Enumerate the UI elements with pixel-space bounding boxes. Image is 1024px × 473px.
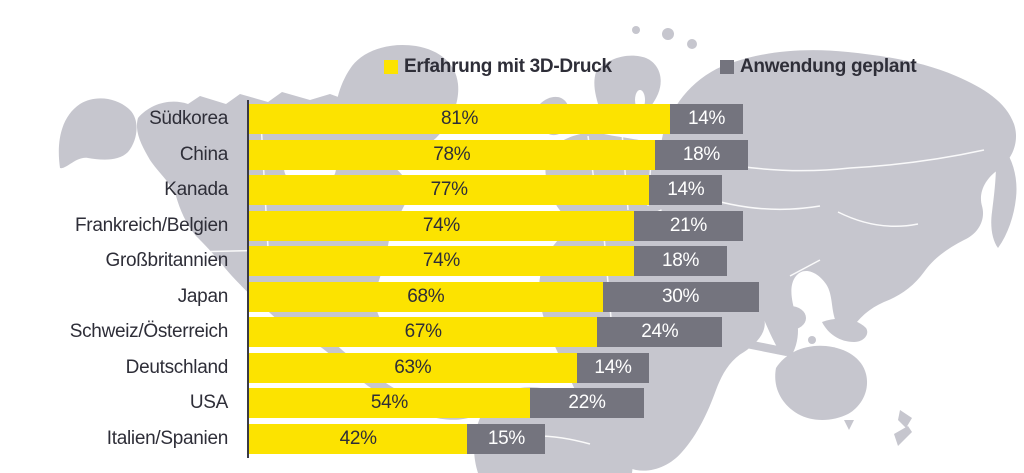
bar-track: 81% 14% [238,104,743,134]
planned-value-label: 15% [487,427,525,449]
planned-bar-segment: 30% [602,281,759,312]
planned-value-label: 14% [688,108,726,129]
legend-item-planned: Anwendung geplant [720,56,917,77]
planned-bar-segment: 22% [529,388,645,418]
legend-swatch-yellow [384,60,398,74]
map-new-zealand [894,410,912,446]
planned-value-label: 21% [669,214,707,236]
bar-track: 63% 14% [238,352,650,383]
y-axis-line [247,100,249,458]
country-label: Schweiz/Österreich [69,321,229,342]
experience-bar-segment: 68% [249,281,603,312]
planned-bar-segment: 14% [649,175,723,205]
country-label: Japan [177,285,229,307]
experience-bar-segment: 74% [249,246,634,276]
experience-bar-segment: 42% [249,423,468,454]
country-label: USA [189,392,228,413]
bar-chart: Südkorea 81% 14% China 78% 18% Kanada 77… [0,104,1024,459]
bar-track: 74% 21% [238,210,743,241]
country-label: Deutschland [125,356,229,378]
experience-value-label: 68% [407,285,445,307]
bar-track: 77% 14% [238,175,723,205]
bar-track: 78% 18% [238,139,749,170]
bar-row: China 78% 18% [0,139,1024,170]
country-label: Frankreich/Belgien [74,214,228,236]
experience-bar-segment: 78% [249,139,655,170]
legend-label-planned: Anwendung geplant [740,56,917,77]
bar-track: 68% 30% [238,281,759,312]
map-java [746,340,788,356]
country-label: China [179,143,228,165]
country-label: Großbritannien [105,250,228,271]
map-alaska [58,98,137,169]
planned-value-label: 14% [594,356,632,378]
legend-label-experience: Erfahrung mit 3D-Druck [404,56,612,77]
country-label: Südkorea [149,108,228,129]
country-label: Italien/Spanien [106,427,229,449]
experience-bar-segment: 74% [249,210,634,241]
bar-row: Japan 68% 30% [0,281,1024,312]
map-japan-arc [991,148,1017,248]
bar-row: Großbritannien 74% 18% [0,246,1024,276]
experience-value-label: 67% [404,321,442,342]
planned-bar-segment: 14% [670,104,743,134]
experience-value-label: 63% [394,356,432,378]
bar-row: Frankreich/Belgien 74% 21% [0,210,1024,241]
experience-value-label: 74% [422,214,460,236]
experience-value-label: 42% [339,427,377,449]
experience-value-label: 54% [370,392,408,413]
planned-bar-segment: 14% [576,352,650,383]
bar-row: USA 54% 22% [0,388,1024,418]
bar-row: Südkorea 81% 14% [0,104,1024,134]
experience-value-label: 74% [422,250,460,271]
map-borneo [774,306,806,330]
experience-bar-segment: 54% [249,388,530,418]
bar-row: Kanada 77% 14% [0,175,1024,205]
bar-track: 42% 15% [238,423,546,454]
country-label: Kanada [164,179,228,200]
bar-track: 74% 18% [238,246,728,276]
planned-bar-segment: 24% [597,317,723,347]
experience-bar-segment: 63% [249,352,577,383]
bar-track: 54% 22% [238,388,645,418]
experience-bar-segment: 77% [249,175,650,205]
planned-value-label: 18% [682,143,720,165]
bar-row: Schweiz/Österreich 67% 24% [0,317,1024,347]
planned-value-label: 18% [662,250,700,271]
legend-swatch-gray [720,60,734,74]
bar-row: Deutschland 63% 14% [0,352,1024,383]
map-australia [775,345,868,420]
experience-value-label: 81% [441,108,479,129]
bar-track: 67% 24% [238,317,723,347]
planned-bar-segment: 18% [633,246,728,276]
map-new-guinea [822,318,868,342]
planned-value-label: 22% [568,392,606,413]
legend-item-experience: Erfahrung mit 3D-Druck [384,56,612,77]
experience-value-label: 77% [430,179,468,200]
experience-value-label: 78% [433,143,471,165]
planned-value-label: 24% [641,321,679,342]
planned-value-label: 30% [662,285,700,307]
experience-bar-segment: 81% [249,104,671,134]
map-tasmania [844,420,854,430]
planned-bar-segment: 21% [633,210,743,241]
planned-bar-segment: 15% [467,423,546,454]
planned-bar-segment: 18% [654,139,749,170]
planned-value-label: 14% [667,179,705,200]
experience-bar-segment: 67% [249,317,598,347]
bar-row: Italien/Spanien 42% 15% [0,423,1024,454]
